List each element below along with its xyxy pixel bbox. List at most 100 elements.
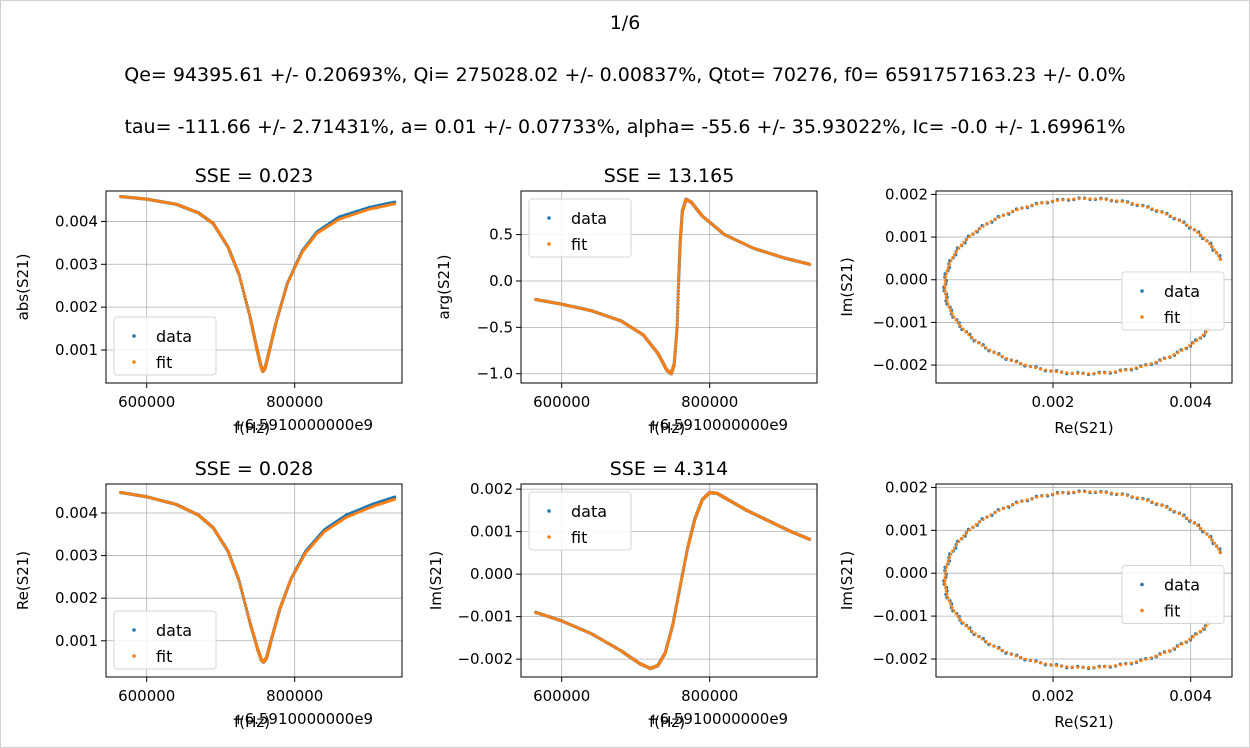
point-fit [1207, 242, 1211, 246]
point-fit [1158, 358, 1162, 362]
point-fit [1202, 529, 1206, 533]
point-fit [677, 593, 681, 597]
point-fit [989, 220, 993, 224]
point-fit [679, 582, 683, 586]
legend-box [113, 316, 217, 376]
point-fit [1072, 490, 1076, 494]
point-fit [1204, 330, 1208, 334]
point-fit [977, 635, 981, 639]
point-fit [962, 240, 966, 244]
point-fit [974, 523, 978, 527]
point-fit [996, 353, 1000, 357]
data-layer [119, 490, 397, 664]
point-fit [677, 263, 681, 267]
point-fit [1060, 370, 1064, 374]
point-fit [946, 559, 950, 563]
legend-label-fit: fit [571, 235, 587, 254]
point-fit [944, 272, 948, 276]
point-fit [962, 534, 966, 538]
point-fit [1130, 202, 1134, 206]
point-fit [676, 302, 680, 306]
point-fit [237, 273, 241, 277]
data-layer [534, 197, 812, 376]
point-fit [952, 546, 956, 550]
point-fit [1129, 661, 1133, 665]
point-fit [271, 632, 275, 636]
x-tick-label: 800000 [266, 393, 323, 411]
point-fit [1139, 659, 1143, 663]
point-fit [1009, 652, 1013, 656]
point-fit [676, 312, 680, 316]
point-fit [674, 336, 678, 340]
point-fit [1061, 198, 1065, 202]
y-tick-label: 0.003 [55, 255, 98, 273]
x-tick-label: 600000 [118, 393, 175, 411]
point-fit [241, 288, 245, 292]
point-fit [808, 537, 812, 541]
point-fit [677, 282, 681, 286]
legend-label-data: data [571, 502, 607, 521]
point-fit [674, 604, 678, 608]
x-tick-label: 800000 [266, 687, 323, 705]
point-fit [675, 599, 679, 603]
point-fit [1120, 493, 1124, 497]
point-fit [1099, 197, 1103, 201]
point-fit [980, 637, 984, 641]
point-fit [944, 569, 948, 573]
point-fit [1108, 370, 1112, 374]
point-fit [1119, 369, 1123, 373]
y-tick-label: 0.002 [885, 185, 928, 203]
point-fit [1076, 371, 1080, 375]
x-tick-label: 600000 [533, 687, 590, 705]
point-fit [677, 276, 681, 280]
point-fit [1110, 491, 1114, 495]
point-fit [943, 289, 947, 293]
point-fit [240, 591, 244, 595]
point-fit [287, 277, 291, 281]
point-fit [1039, 661, 1043, 665]
point-fit [294, 264, 298, 268]
x-tick-label: 800000 [681, 687, 738, 705]
point-fit [672, 362, 676, 366]
point-fit [950, 605, 954, 609]
point-fit [677, 268, 681, 272]
point-fit [989, 513, 993, 517]
point-fit [245, 610, 249, 614]
point-fit [676, 289, 680, 293]
point-fit [1172, 647, 1176, 651]
point-fit [1189, 519, 1193, 523]
point-fit [238, 276, 242, 280]
point-fit [1033, 366, 1037, 370]
point-fit [244, 607, 248, 611]
point-fit [237, 579, 241, 583]
point-fit [1141, 497, 1145, 501]
point-fit [1087, 666, 1091, 670]
point-fit [1065, 371, 1069, 375]
point-fit [1160, 503, 1164, 507]
point-fit [1050, 492, 1054, 496]
point-fit [281, 295, 285, 299]
point-fit [970, 336, 974, 340]
point-fit [269, 639, 273, 643]
point-fit [246, 613, 250, 617]
point-fit [951, 549, 955, 553]
point-fit [680, 221, 684, 225]
point-fit [957, 540, 961, 544]
point-fit [239, 585, 243, 589]
point-fit [1050, 199, 1054, 203]
legend-label-data: data [156, 621, 192, 640]
point-fit [674, 339, 678, 343]
point-fit [675, 328, 679, 332]
point-fit [996, 646, 1000, 650]
point-fit [943, 582, 947, 586]
point-fit [288, 275, 292, 279]
y-tick-label: 0.001 [885, 228, 928, 246]
point-fit [943, 579, 947, 583]
point-fit [278, 306, 282, 310]
point-fit [955, 543, 959, 547]
point-fit [673, 357, 677, 361]
point-fit [1097, 665, 1101, 669]
y-tick-label: 0.002 [885, 478, 928, 496]
legend-marker-data [547, 509, 551, 513]
point-fit [677, 279, 681, 283]
